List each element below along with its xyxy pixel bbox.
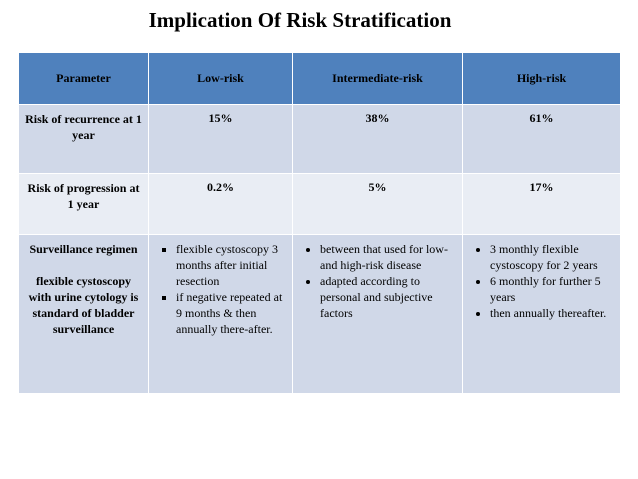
row: Surveillance regimen flexible cystoscopy… — [18, 234, 621, 394]
row: Risk of recurrence at 1 year 15% 38% 61% — [18, 104, 621, 174]
cell: 38% — [292, 104, 463, 174]
cell: 17% — [462, 173, 621, 235]
bullet-list: between that used for low- and high-risk… — [298, 241, 457, 321]
cell: 15% — [148, 104, 293, 174]
header-row: Parameter Low-risk Intermediate-risk Hig… — [18, 52, 621, 105]
header-cell: Intermediate-risk — [292, 52, 463, 105]
bullet-item: then annually thereafter. — [490, 305, 615, 321]
cell: Surveillance regimen flexible cystoscopy… — [18, 234, 149, 394]
header-cell: Parameter — [18, 52, 149, 105]
cell: 5% — [292, 173, 463, 235]
bullet-list: flexible cystoscopy 3 months after initi… — [154, 241, 287, 337]
cell: flexible cystoscopy 3 months after initi… — [148, 234, 293, 394]
risk-table: Parameter Low-risk Intermediate-risk Hig… — [18, 52, 621, 394]
cell: 3 monthly flexible cystoscopy for 2 year… — [462, 234, 621, 394]
cell-text: Surveillance regimen — [29, 242, 138, 256]
bullet-item: if negative repeated at 9 months & then … — [176, 289, 287, 337]
title: Implication Of Risk Stratification — [148, 8, 452, 32]
cell: Risk of progression at 1 year — [18, 173, 149, 235]
row: Risk of progression at 1 year 0.2% 5% 17… — [18, 173, 621, 235]
header-cell: Low-risk — [148, 52, 293, 105]
cell: 61% — [462, 104, 621, 174]
bullet-item: 3 monthly flexible cystoscopy for 2 year… — [490, 241, 615, 273]
bullet-item: between that used for low- and high-risk… — [320, 241, 457, 273]
cell-text: flexible cystoscopy with urine cytology … — [28, 274, 139, 336]
header-cell: High-risk — [462, 52, 621, 105]
bullet-item: adapted according to personal and subjec… — [320, 273, 457, 321]
cell: between that used for low- and high-risk… — [292, 234, 463, 394]
bullet-item: flexible cystoscopy 3 months after initi… — [176, 241, 287, 289]
cell: 0.2% — [148, 173, 293, 235]
bullet-item: 6 monthly for further 5 years — [490, 273, 615, 305]
bullet-list: 3 monthly flexible cystoscopy for 2 year… — [468, 241, 615, 321]
cell: Risk of recurrence at 1 year — [18, 104, 149, 174]
